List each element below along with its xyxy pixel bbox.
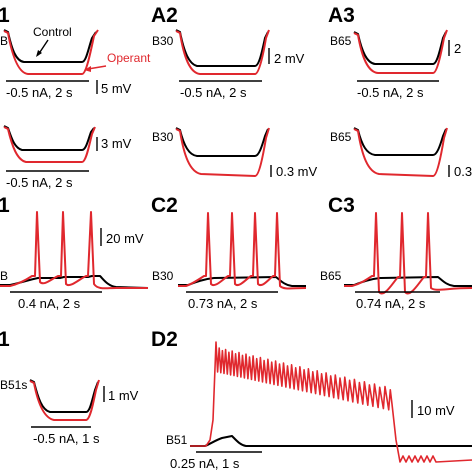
scale-label-b2: 0.3 mV	[276, 164, 318, 179]
trace-operant-d2	[190, 341, 473, 463]
legend-control-arrowhead	[36, 50, 42, 57]
trace-control-b2	[175, 127, 269, 157]
scale-label-a3: 2	[454, 41, 461, 56]
panel-b2: B30 0.3 mV	[152, 127, 318, 179]
stim-label-c3: 0.74 nA, 2 s	[356, 296, 426, 311]
cell-label-b2: B30	[152, 130, 174, 144]
stim-label-c1: 0.4 nA, 2 s	[18, 296, 81, 311]
scale-label-c1: 20 mV	[106, 231, 144, 246]
stim-label-a3: -0.5 nA, 2 s	[357, 85, 424, 100]
panel-c2: C2 B30 0.73 nA, 2 s	[151, 194, 307, 311]
panel-a3: A3 B65 -0.5 nA, 2 s 2	[328, 4, 461, 100]
trace-control-d2	[190, 435, 472, 447]
panel-c3: C3 B65 0.74 nA, 2 s	[320, 194, 473, 311]
panel-d2: D2 B51 0.25 nA, 1 s 10 mV	[151, 328, 473, 471]
trace-control-a3	[353, 31, 447, 65]
panel-label-a3: A3	[328, 4, 355, 27]
trace-operant-b1	[3, 126, 96, 163]
stim-label-c2: 0.73 nA, 2 s	[188, 296, 258, 311]
scale-label-b3: 0.3	[454, 164, 472, 179]
panel-a2: A2 B30 -0.5 nA, 2 s 2 mV	[151, 4, 305, 100]
panel-label-a1: 1	[0, 4, 10, 27]
trace-operant-a1	[3, 29, 99, 75]
stim-label-a2: -0.5 nA, 2 s	[180, 85, 247, 100]
panel-a1: 1 B Control Operant -0.5 nA, 2 s 5 mV	[0, 4, 151, 100]
panel-b1: -0.5 nA, 2 s 3 mV	[3, 125, 132, 190]
scale-label-a2: 2 mV	[274, 51, 305, 66]
cell-label-a2: B30	[152, 34, 174, 48]
cell-label-a1: B	[0, 34, 8, 48]
scale-label-b1: 3 mV	[101, 136, 132, 151]
trace-operant-d1	[29, 379, 100, 421]
panel-d1: 1 B51s -0.5 nA, 1 s 1 mV	[0, 328, 139, 446]
trace-operant-c1	[0, 211, 148, 290]
trace-operant-c2	[178, 212, 307, 290]
trace-control-b3	[353, 127, 447, 156]
trace-operant-c3	[344, 212, 473, 295]
cell-label-d2: B51	[166, 433, 188, 447]
stim-label-a1: -0.5 nA, 2 s	[6, 85, 73, 100]
panel-label-d2: D2	[151, 328, 178, 351]
panel-label-a2: A2	[151, 4, 178, 27]
panel-label-c2: C2	[151, 194, 178, 217]
cell-label-b3: B65	[330, 130, 352, 144]
stim-label-b1: -0.5 nA, 2 s	[6, 175, 73, 190]
cell-label-c3: B65	[320, 269, 342, 283]
scale-label-d2: 10 mV	[417, 403, 455, 418]
panel-label-c1: 1	[0, 194, 10, 217]
trace-operant-a2	[175, 29, 270, 75]
stim-label-d1: -0.5 nA, 1 s	[33, 431, 100, 446]
panel-label-d1: 1	[0, 328, 10, 351]
cell-label-a3: B65	[330, 34, 352, 48]
trace-operant-b2	[175, 127, 270, 177]
stim-label-d2: 0.25 nA, 1 s	[170, 456, 240, 471]
panel-b3: B65 0.3	[330, 127, 472, 179]
panel-c1: 1 B 0.4 nA, 2 s 20 mV	[0, 194, 149, 311]
cell-label-d1: B51s	[0, 378, 27, 392]
trace-operant-b3	[353, 127, 448, 177]
legend-control: Control	[33, 25, 72, 39]
scale-label-d1: 1 mV	[108, 388, 139, 403]
panel-label-c3: C3	[328, 194, 355, 217]
trace-control-a2	[175, 29, 269, 67]
cell-label-c2: B30	[152, 269, 174, 283]
cell-label-c1: B	[0, 269, 8, 283]
legend-operant: Operant	[107, 51, 151, 65]
trace-control-b1	[3, 125, 95, 151]
scale-label-a1: 5 mV	[101, 81, 132, 96]
trace-operant-a3	[353, 29, 448, 74]
